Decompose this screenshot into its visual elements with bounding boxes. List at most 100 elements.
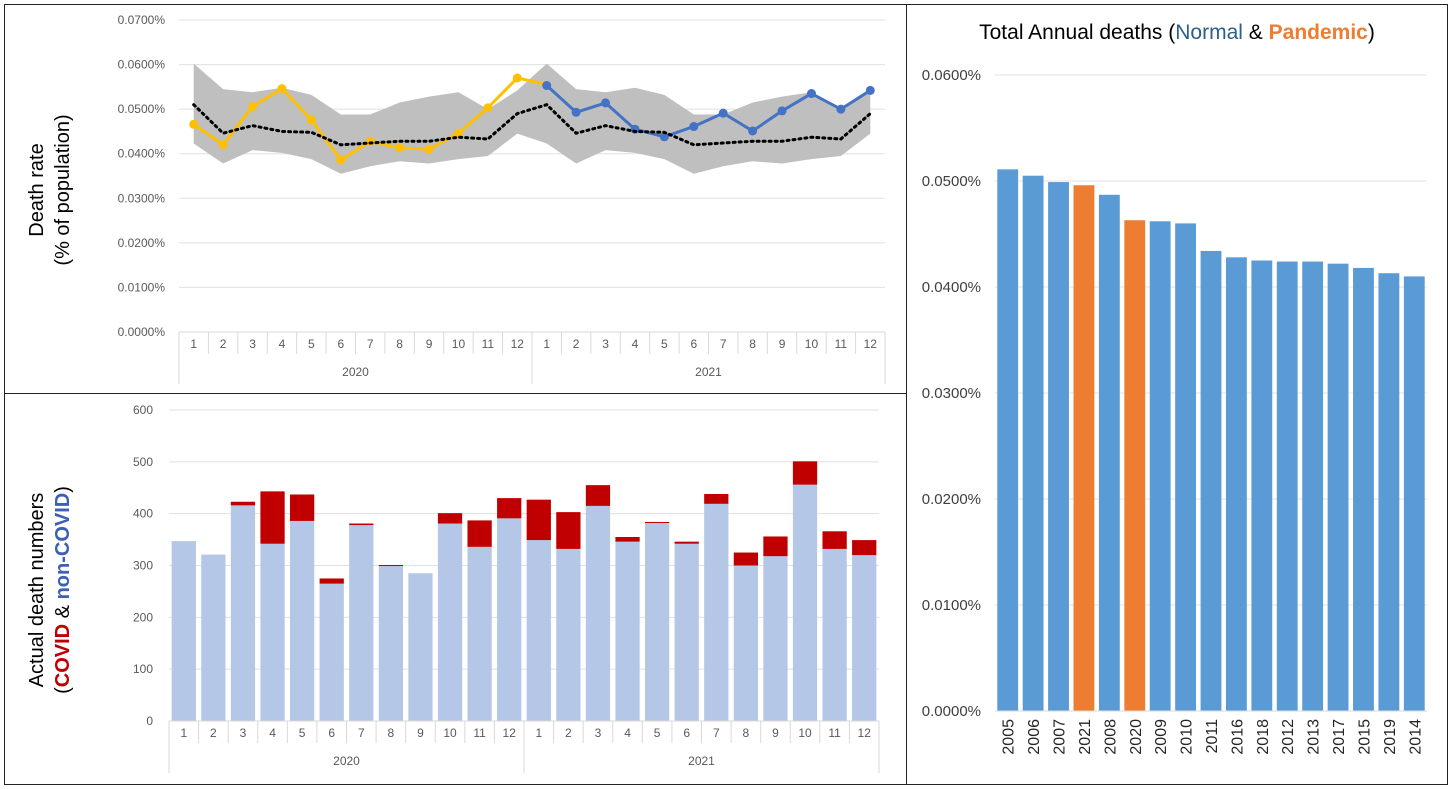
bar-covid [822, 531, 847, 549]
y-tick-label: 0.0700% [118, 13, 166, 27]
x-tick-label-month: 1 [535, 726, 542, 740]
data-point-2021 [718, 108, 728, 118]
annual-deaths-chart: Total Annual deaths (Normal & Pandemic) … [922, 21, 1427, 755]
title-normal: Normal [1175, 21, 1243, 44]
data-point-2021 [689, 122, 699, 132]
x-tick-label-year: 2013 [1306, 719, 1323, 755]
x-tick-label-month: 8 [396, 337, 403, 351]
x-tick-label-year: 2008 [1102, 719, 1119, 755]
data-point-2020 [336, 155, 346, 165]
x-tick-label-month: 7 [358, 726, 365, 740]
x-tick-label-year: 2020 [1128, 719, 1145, 755]
y-tick-label: 0.0500% [118, 102, 166, 116]
bar-non-covid [467, 546, 492, 721]
x-tick-label-month: 1 [180, 726, 187, 740]
chart-title: Total Annual deaths (Normal & Pandemic) [979, 21, 1375, 44]
series-line-average [192, 102, 872, 147]
death-rate-chart: 0.0000% 0.0100% 0.0200% 0.0300% 0.0400% 0.050… [26, 13, 886, 384]
bar-non-covid [230, 505, 256, 721]
data-point-2020 [424, 144, 434, 154]
bar-covid [644, 521, 670, 523]
bar-covid [437, 513, 463, 524]
y-tick-label: 0.0100% [118, 280, 166, 294]
x-tick-label-month: 7 [367, 337, 374, 351]
data-point-2021 [748, 126, 758, 136]
bar-non-covid [260, 543, 285, 721]
y-tick-label: 0.0300% [118, 191, 166, 205]
y-axis-title-line1: Actual death numbers [26, 493, 48, 688]
bar-normal-year [1022, 175, 1044, 711]
x-tick-label-year: 2010 [1179, 719, 1196, 755]
x-tick-label-year: 2005 [1001, 719, 1018, 755]
x-tick-label-month: 4 [632, 337, 639, 351]
x-tick-label-month: 6 [328, 726, 335, 740]
bar-covid [704, 493, 729, 504]
data-point-2021 [865, 85, 875, 95]
y-tick-label: 400 [133, 507, 153, 521]
bar-covid [349, 523, 374, 526]
x-tick-label-month: 5 [299, 726, 306, 740]
bar-non-covid [763, 556, 788, 721]
annual-deaths-chart-panel: Total Annual deaths (Normal & Pandemic) … [906, 4, 1448, 785]
x-tick-label-month: 8 [388, 726, 395, 740]
data-point-2020 [248, 101, 258, 111]
data-point-2020 [395, 143, 405, 153]
bar-non-covid [319, 583, 344, 721]
x-tick-label-year: 2009 [1153, 719, 1170, 755]
title-amp: & [1243, 21, 1269, 44]
bar-normal-year [1276, 261, 1298, 711]
bar-covid [319, 578, 344, 584]
x-tick-label-month: 5 [308, 337, 315, 351]
x-tick-label-year: 2006 [1026, 719, 1043, 755]
x-tick-label-month: 6 [337, 337, 344, 351]
bar-non-covid [704, 503, 729, 721]
y-axis-title-line1: Death rate [26, 143, 48, 236]
x-tick-label-year: 2015 [1356, 719, 1373, 755]
x-tick-label-month: 12 [503, 726, 517, 740]
bar-normal-year [1098, 194, 1120, 711]
x-tick-label-month: 11 [482, 337, 495, 351]
x-tick-label-month: 7 [713, 726, 720, 740]
x-tick-label-month: 2 [573, 337, 580, 351]
x-tick-label-month: 6 [690, 337, 697, 351]
bar-covid [467, 520, 492, 547]
bar-covid [733, 552, 759, 566]
bar-covid [260, 491, 285, 544]
data-point-2021 [806, 89, 816, 99]
bar-non-covid [615, 541, 640, 721]
ylabel-open: ( [52, 687, 74, 694]
bar-normal-year [1251, 260, 1273, 711]
x-tick-label-year: 2021 [695, 365, 722, 379]
x-tick-label-month: 4 [624, 726, 631, 740]
x-tick-label-month: 10 [805, 337, 819, 351]
bar-non-covid [437, 523, 463, 721]
title-pandemic: Pandemic [1269, 21, 1369, 44]
y-tick-label: 0.0600% [922, 67, 981, 84]
data-point-2020 [453, 128, 463, 138]
x-tick-label-month: 5 [661, 337, 668, 351]
y-tick-label: 0.0500% [922, 173, 981, 190]
ylabel-amp: & [52, 599, 74, 623]
bar-non-covid [674, 543, 699, 721]
x-tick-label-year: 2012 [1280, 719, 1297, 755]
bar-non-covid [733, 565, 759, 721]
title-part2: ) [1368, 21, 1375, 44]
bar-normal-year [1403, 276, 1425, 711]
x-tick-label-month: 4 [279, 337, 286, 351]
y-tick-label: 0.0000% [118, 325, 166, 339]
x-tick-label-year: 2014 [1407, 719, 1424, 755]
y-tick-label: 0.0300% [922, 385, 981, 402]
x-tick-label-year: 2011 [1204, 719, 1221, 754]
ylabel-close: ) [52, 486, 74, 493]
bar-non-covid [201, 554, 226, 721]
x-tick-label-year: 2017 [1331, 719, 1348, 755]
x-tick-label-month: 7 [720, 337, 727, 351]
data-point-2021 [542, 81, 552, 91]
x-tick-label-month: 9 [779, 337, 786, 351]
x-tick-label-year: 2020 [342, 365, 369, 379]
x-tick-label-month: 11 [473, 726, 486, 740]
x-tick-label-year: 2007 [1052, 719, 1069, 755]
bar-non-covid [171, 541, 196, 721]
y-tick-label: 200 [133, 610, 153, 624]
y-tick-label: 100 [133, 662, 153, 676]
